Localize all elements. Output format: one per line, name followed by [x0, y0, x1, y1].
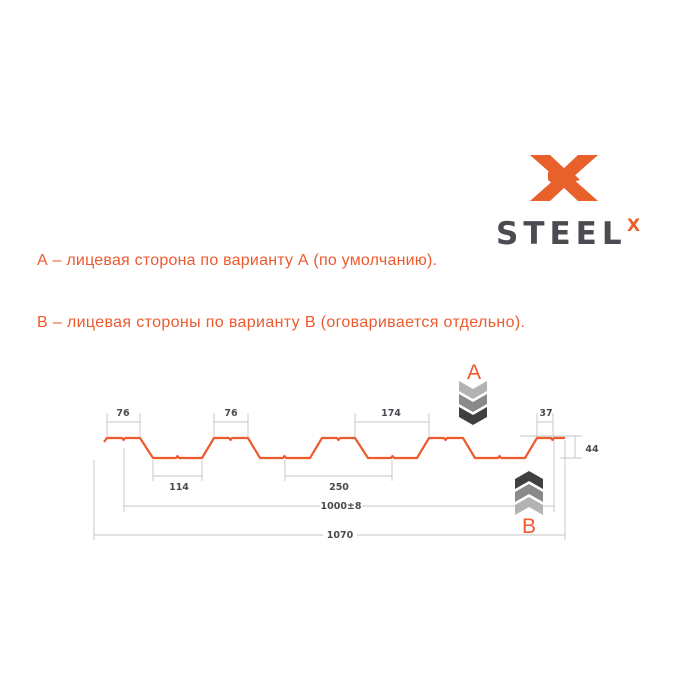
side-b-arrow-up-icon: [515, 471, 543, 515]
sheet-profile: [103, 436, 565, 460]
note-side-a: А – лицевая сторона по варианту А (по ум…: [37, 252, 437, 269]
logo-x-mark-icon: [530, 155, 598, 201]
side-a-arrow-down-icon: [459, 381, 487, 425]
dimension-lines: [93, 413, 582, 540]
dim-pitch: 250: [329, 482, 349, 493]
dim-total-width: 1070: [327, 530, 354, 541]
dim-bottom: 114: [169, 482, 189, 493]
dim-height: 44: [585, 444, 599, 455]
dim-gap: 174: [381, 408, 401, 419]
dim-top-second: 76: [224, 408, 238, 419]
steelx-logo: STEEL X: [496, 155, 640, 252]
logo-wordmark: STEEL: [496, 216, 627, 252]
dim-top-left: 76: [116, 408, 130, 419]
dim-edge: 37: [539, 408, 552, 419]
logo-superscript: X: [627, 216, 640, 236]
dim-useful-width: 1000±8: [320, 501, 361, 512]
side-a-label: A: [467, 361, 481, 384]
side-b-label: B: [522, 515, 536, 538]
note-side-b: В – лицевая стороны по варианту В (огова…: [37, 314, 525, 331]
